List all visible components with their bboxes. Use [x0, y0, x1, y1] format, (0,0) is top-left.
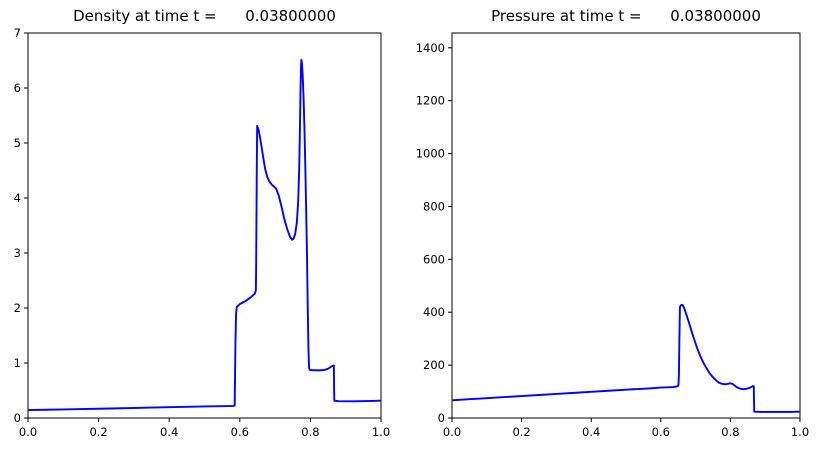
y-tick-label: 800 [423, 199, 445, 213]
y-tick-label: 4 [14, 191, 21, 205]
pressure-plot-border [451, 32, 801, 419]
x-tick-label: 0.8 [721, 425, 739, 439]
pressure-line [451, 303, 801, 413]
x-tick-label: 0.6 [231, 425, 249, 439]
y-tick-label: 0 [14, 411, 21, 425]
pressure-plot: 0.0 0.2 0.4 0.6 0.8 1.0 0 200 400 600 800 1000 1200 1… [416, 7, 809, 439]
y-tick-label: 600 [423, 252, 445, 266]
x-tick-label: 1.0 [791, 425, 809, 439]
y-tick-label: 200 [423, 358, 445, 372]
x-tick-label: 1.0 [372, 425, 390, 439]
density-line [27, 59, 382, 411]
y-tick-label: 3 [14, 246, 21, 260]
y-tick-label: 1000 [416, 147, 445, 161]
y-tick-label: 1 [14, 356, 21, 370]
x-tick-label: 0.0 [443, 425, 461, 439]
y-tick-label: 400 [423, 305, 445, 319]
density-plot: 0.0 0.2 0.4 0.6 0.8 1.0 0 1 2 3 4 5 6 7 Density at tim… [14, 7, 390, 439]
density-plot-title: Density at time t = 0.03800000 [73, 7, 336, 25]
y-tick-label: 1400 [416, 41, 445, 55]
density-plot-border [27, 32, 382, 419]
x-tick-label: 0.4 [582, 425, 600, 439]
y-tick-label: 5 [14, 136, 21, 150]
y-tick-label: 0 [438, 411, 445, 425]
pressure-plot-title: Pressure at time t = 0.03800000 [491, 7, 761, 25]
y-tick-label: 2 [14, 301, 21, 315]
y-tick-label: 7 [14, 26, 21, 40]
y-tick-label: 6 [14, 81, 21, 95]
x-tick-label: 0.4 [160, 425, 178, 439]
x-tick-label: 0.2 [89, 425, 107, 439]
x-tick-label: 0.0 [19, 425, 37, 439]
y-tick-label: 1200 [416, 94, 445, 108]
x-tick-label: 0.6 [652, 425, 670, 439]
x-tick-label: 0.2 [512, 425, 530, 439]
x-tick-label: 0.8 [301, 425, 319, 439]
